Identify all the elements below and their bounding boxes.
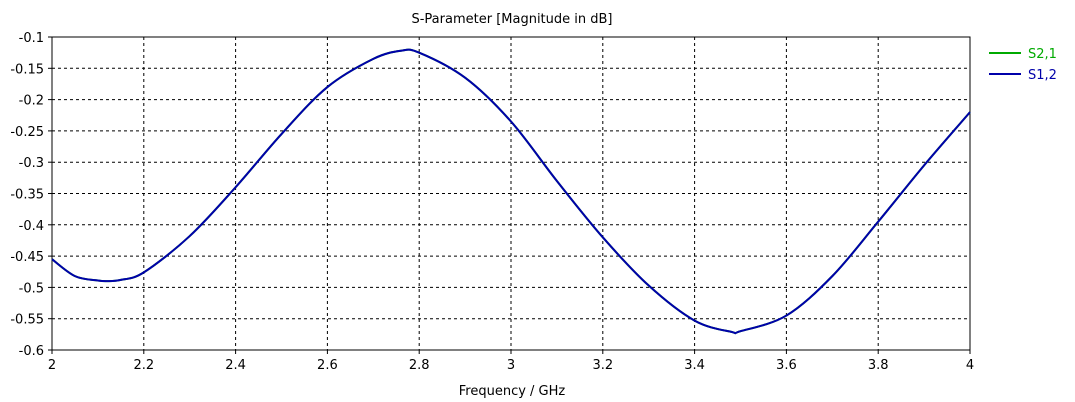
y-tick-label: -0.6 <box>19 344 44 359</box>
y-tick-label: -0.15 <box>10 62 44 77</box>
x-tick-label: 3.4 <box>684 358 705 373</box>
series-lines <box>51 48 971 335</box>
y-tick-label: -0.45 <box>10 250 44 265</box>
grid-lines <box>52 37 970 350</box>
series-line-2 <box>51 48 971 335</box>
y-tick-label: -0.55 <box>10 313 44 328</box>
y-tick-label: -0.4 <box>19 219 44 234</box>
legend-label: S1,2 <box>1028 68 1057 83</box>
y-tick-label: -0.35 <box>10 188 44 203</box>
x-tick-label: 3 <box>507 358 515 373</box>
x-tick-label: 3.6 <box>776 358 797 373</box>
x-tick-label: 4 <box>966 358 974 373</box>
x-tick-label: 3.8 <box>868 358 889 373</box>
y-tick-label: -0.5 <box>19 281 44 296</box>
y-tick-label: -0.3 <box>19 156 44 171</box>
x-axis-label: Frequency / GHz <box>459 384 566 399</box>
y-tick-label: -0.1 <box>19 31 44 46</box>
y-tick-label: -0.25 <box>10 125 44 140</box>
x-tick-label: 2 <box>48 358 56 373</box>
legend-label: S2,1 <box>1028 47 1057 62</box>
y-axis-ticks: -0.1 -0.15 -0.2 -0.25 -0.3 -0.35 -0.4 -0.45 -0.5… <box>10 31 52 359</box>
chart-title: S-Parameter [Magnitude in dB] <box>411 12 612 27</box>
x-tick-label: 2.4 <box>225 358 246 373</box>
x-tick-label: 2.8 <box>409 358 430 373</box>
x-axis-ticks: 2 2.2 2.4 2.6 2.8 3 3.2 3.4 3.6 3.8 4 <box>48 350 974 373</box>
x-tick-label: 2.6 <box>317 358 338 373</box>
legend: S2,1 S1,2 <box>989 47 1057 83</box>
y-tick-label: -0.2 <box>19 94 44 109</box>
x-tick-label: 2.2 <box>133 358 154 373</box>
x-tick-label: 3.2 <box>592 358 613 373</box>
